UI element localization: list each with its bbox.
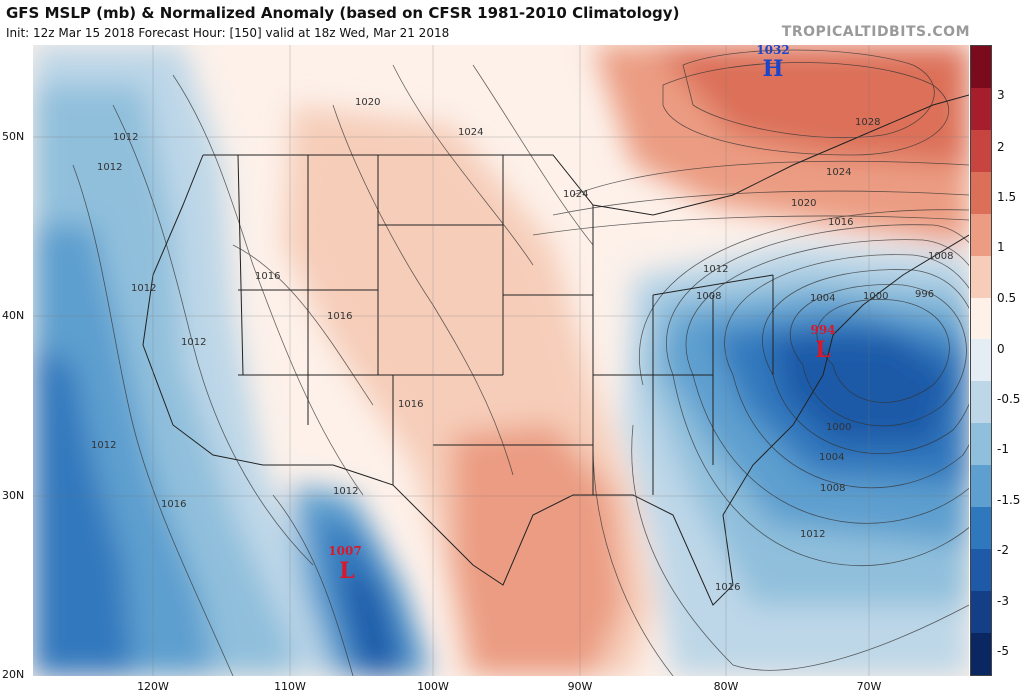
colorbar-swatch [971,549,991,591]
isobar-label: 1016 [828,217,853,228]
low-pressure-value: 1007 [328,544,361,558]
isobar-label: 1016 [398,399,423,410]
colorbar [970,45,992,676]
colorbar-swatch [971,590,991,633]
lat-label: 50N [2,130,25,143]
isobars [72,49,969,676]
graticule [33,45,969,676]
isobar-label: 1004 [810,293,835,304]
map-subtitle: Init: 12z Mar 15 2018 Forecast Hour: [15… [6,26,450,40]
colorbar-label: 3 [997,88,1005,102]
colorbar-swatch [971,465,991,508]
lon-label: 100W [417,680,449,693]
colorbar-swatch [971,87,991,130]
isobar-label: 1012 [113,132,138,143]
isobar-label: 1000 [863,291,888,302]
map-title: GFS MSLP (mb) & Normalized Anomaly (base… [6,4,680,22]
isobar-label: 1008 [928,251,953,262]
isobar-label: 1012 [703,264,728,275]
brand-watermark: TROPICALTIDBITS.COM [781,24,970,40]
isobar-label: 1012 [800,529,825,540]
isobar-label: 1028 [855,117,880,128]
isobar-label: 1024 [458,127,483,138]
isobar-label: 1016 [327,311,352,322]
isobar-label: 1012 [97,162,122,173]
lat-label: 30N [2,489,25,502]
lon-label: 90W [567,680,593,693]
isobar-label: 1016 [161,499,186,510]
low-pressure-center: 1007 L [328,544,361,584]
colorbar-swatch [971,297,991,340]
isobar-label: 1000 [826,422,851,433]
lon-label: 120W [137,680,169,693]
isobar-labels: 1020 1024 1012 1012 1016 1012 1016 1012 … [91,97,953,593]
colorbar-swatch [971,423,991,466]
colorbar-swatch [971,171,991,214]
low-pressure-value: 994 [810,323,835,337]
lon-label: 110W [274,680,306,693]
isobar-label: 1008 [696,291,721,302]
high-pressure-letter: H [763,56,784,82]
isobar-label: 1020 [791,198,816,209]
isobar-label: 1012 [181,337,206,348]
low-pressure-letter: L [339,558,354,584]
colorbar-swatch [971,632,991,675]
high-pressure-center: 1032 H [756,45,789,82]
map-panel[interactable]: 1020 1024 1012 1012 1016 1012 1016 1012 … [33,45,969,676]
colorbar-swatch [971,339,991,382]
colorbar-label: -2 [997,543,1009,557]
isobar-label: 1016 [715,582,740,593]
colorbar-swatch [971,381,991,424]
lat-label: 40N [2,309,25,322]
colorbar-label: 1.5 [997,190,1017,204]
isobar-label: 1016 [255,271,280,282]
colorbar-label: -1.5 [997,493,1021,507]
anomaly-shading [33,45,969,676]
colorbar-swatch [971,213,991,256]
isobar-label: 1024 [563,189,588,200]
boundaries [142,94,969,606]
colorbar-label: 0.5 [997,291,1017,305]
high-pressure-value: 1032 [756,45,789,57]
low-pressure-letter: L [815,337,830,363]
isobar-label: 1020 [355,97,380,108]
isobar-label: 1024 [826,167,851,178]
isobar-label: 996 [915,289,934,300]
colorbar-label: -3 [997,594,1009,608]
isobar-label: 1012 [91,440,116,451]
colorbar-label: -0.5 [997,392,1021,406]
isobar-label: 1012 [131,283,156,294]
colorbar-label: 0 [997,342,1005,356]
isobar-label: 1012 [333,486,358,497]
colorbar-swatch [971,255,991,298]
isobar-label: 1008 [820,483,845,494]
anomaly-map: 1020 1024 1012 1012 1016 1012 1016 1012 … [33,45,969,676]
colorbar-label: -5 [997,644,1009,658]
low-pressure-center: 994 L [810,323,835,363]
lon-label: 70W [856,680,882,693]
isobar-label: 1004 [819,452,844,463]
colorbar-label: 2 [997,140,1005,154]
colorbar-label: -1 [997,442,1009,456]
lat-label: 20N [2,668,25,681]
pressure-centers: 1032 H 994 L 1007 L [328,45,835,584]
colorbar-label: 1 [997,240,1005,254]
colorbar-swatch [971,507,991,550]
colorbar-swatch [971,46,991,88]
lon-label: 80W [713,680,739,693]
colorbar-swatch [971,129,991,172]
